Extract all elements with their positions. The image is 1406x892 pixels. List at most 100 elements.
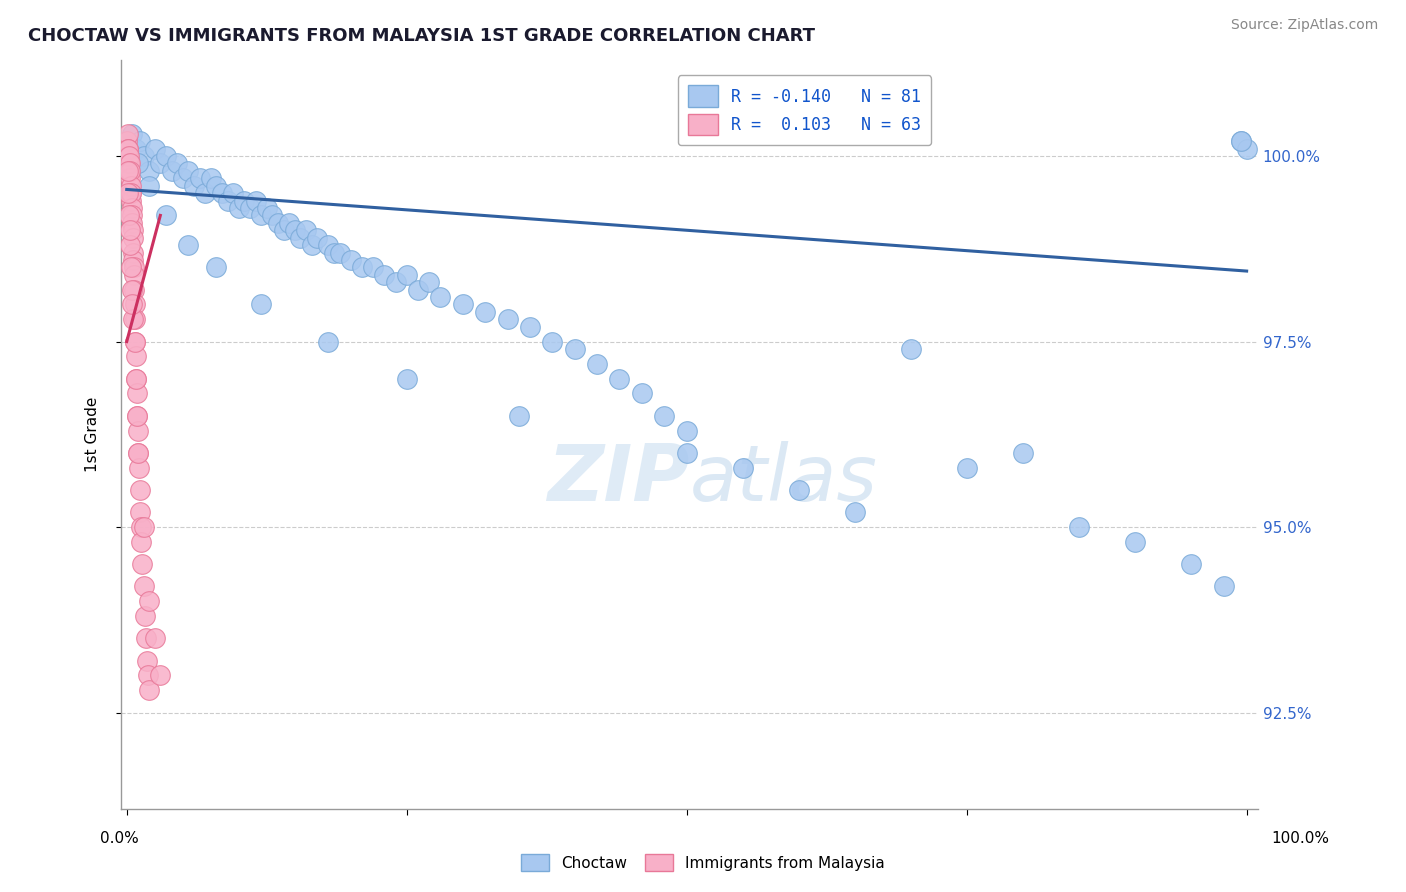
Point xyxy=(155,208,177,222)
Point xyxy=(172,171,194,186)
Point xyxy=(429,290,451,304)
Point xyxy=(138,178,160,193)
Point xyxy=(675,424,697,438)
Point xyxy=(262,208,284,222)
Point xyxy=(183,178,205,193)
Text: 100.0%: 100.0% xyxy=(1271,831,1330,846)
Point xyxy=(1180,557,1202,571)
Point xyxy=(132,520,155,534)
Point xyxy=(127,409,149,423)
Point xyxy=(373,268,395,282)
Point xyxy=(143,632,166,646)
Point xyxy=(122,245,145,260)
Point xyxy=(125,386,148,401)
Point xyxy=(1236,142,1258,156)
Point xyxy=(149,156,172,170)
Text: atlas: atlas xyxy=(689,442,877,517)
Point xyxy=(652,409,675,423)
Point xyxy=(124,334,146,349)
Point xyxy=(956,460,979,475)
Point xyxy=(155,149,177,163)
Point xyxy=(284,223,307,237)
Point xyxy=(149,668,172,682)
Point xyxy=(135,654,157,668)
Point xyxy=(205,178,228,193)
Legend: Choctaw, Immigrants from Malaysia: Choctaw, Immigrants from Malaysia xyxy=(515,848,891,877)
Point xyxy=(731,460,754,475)
Point xyxy=(121,297,143,311)
Point xyxy=(519,319,541,334)
Point xyxy=(138,683,160,698)
Legend: R = -0.140   N = 81, R =  0.103   N = 63: R = -0.140 N = 81, R = 0.103 N = 63 xyxy=(678,76,931,145)
Point xyxy=(384,275,406,289)
Point xyxy=(222,186,245,201)
Point xyxy=(1230,134,1253,148)
Point xyxy=(188,171,211,186)
Point xyxy=(118,208,141,222)
Point xyxy=(250,297,273,311)
Point xyxy=(900,342,922,356)
Point xyxy=(124,312,146,326)
Y-axis label: 1st Grade: 1st Grade xyxy=(86,397,100,472)
Point xyxy=(361,260,384,275)
Point xyxy=(586,357,609,371)
Point xyxy=(1230,134,1253,148)
Point xyxy=(125,409,148,423)
Point xyxy=(273,223,295,237)
Point xyxy=(118,149,141,163)
Point xyxy=(138,164,160,178)
Point xyxy=(228,201,250,215)
Text: 0.0%: 0.0% xyxy=(100,831,139,846)
Point xyxy=(134,609,156,624)
Point xyxy=(339,252,361,267)
Point xyxy=(122,312,145,326)
Point xyxy=(143,142,166,156)
Point xyxy=(117,149,139,163)
Point xyxy=(127,156,149,170)
Point xyxy=(318,334,340,349)
Point xyxy=(122,268,145,282)
Point xyxy=(787,483,810,497)
Point xyxy=(117,186,139,201)
Point xyxy=(211,186,233,201)
Point xyxy=(128,446,150,460)
Point xyxy=(125,371,148,385)
Point xyxy=(124,297,146,311)
Point xyxy=(124,283,146,297)
Point xyxy=(350,260,373,275)
Point xyxy=(233,194,256,208)
Point xyxy=(1011,446,1033,460)
Point xyxy=(418,275,440,289)
Point xyxy=(122,230,145,244)
Point xyxy=(127,446,149,460)
Text: ZIP: ZIP xyxy=(547,442,689,517)
Point xyxy=(121,201,143,215)
Point xyxy=(451,297,474,311)
Point xyxy=(564,342,586,356)
Point xyxy=(124,334,146,349)
Point xyxy=(1067,520,1090,534)
Point xyxy=(121,127,143,141)
Point xyxy=(194,186,217,201)
Point xyxy=(117,127,139,141)
Point xyxy=(120,194,142,208)
Point xyxy=(117,142,139,156)
Point xyxy=(474,305,496,319)
Point xyxy=(129,534,152,549)
Point xyxy=(217,194,239,208)
Point xyxy=(290,230,312,244)
Point xyxy=(322,245,344,260)
Point xyxy=(508,409,530,423)
Point xyxy=(120,164,142,178)
Point xyxy=(132,579,155,593)
Point xyxy=(117,134,139,148)
Point xyxy=(166,156,188,170)
Text: CHOCTAW VS IMMIGRANTS FROM MALAYSIA 1ST GRADE CORRELATION CHART: CHOCTAW VS IMMIGRANTS FROM MALAYSIA 1ST … xyxy=(28,27,815,45)
Point xyxy=(127,424,149,438)
Point xyxy=(121,283,143,297)
Point xyxy=(129,134,152,148)
Point xyxy=(117,164,139,178)
Point xyxy=(128,483,150,497)
Point xyxy=(125,142,148,156)
Point xyxy=(278,216,301,230)
